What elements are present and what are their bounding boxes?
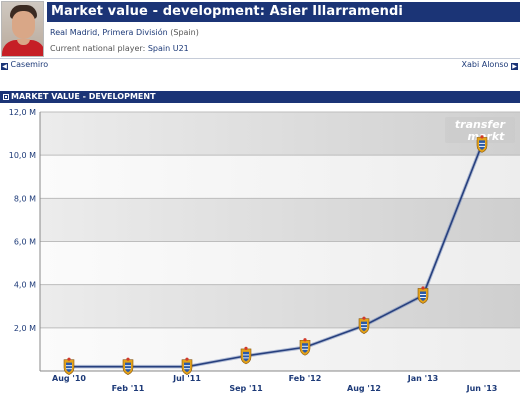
y-tick-label: 12,0 M xyxy=(9,108,36,117)
x-axis: Aug '10 Feb '11 Jul '11 Sep '11 Feb '12 Aug '… xyxy=(52,374,497,393)
club-crest-icon[interactable] xyxy=(122,357,134,376)
league-link[interactable]: Primera División xyxy=(102,28,168,37)
national-label: Current national player: xyxy=(50,44,146,53)
next-player-link[interactable]: Xabi Alonso ▶ xyxy=(461,60,518,70)
x-tick-label: Jun '13 xyxy=(466,384,498,393)
club-crest-icon[interactable] xyxy=(417,286,429,304)
plot-band xyxy=(40,198,520,242)
y-axis: 2,0 M 4,0 M 6,0 M 8,0 M 10,0 M 12,0 M xyxy=(9,108,520,372)
player-nav: ◀ Casemiro Xabi Alonso ▶ xyxy=(0,58,520,70)
club-crest-icon[interactable] xyxy=(299,338,311,356)
series-line xyxy=(69,144,483,368)
section-title: MARKET VALUE - DEVELOPMENT xyxy=(11,92,156,101)
club-crest-icon[interactable] xyxy=(63,357,75,376)
y-tick-label: 4,0 M xyxy=(14,281,36,290)
x-tick-label: Aug '10 xyxy=(52,374,86,383)
plot-band xyxy=(40,241,520,285)
plot-background xyxy=(40,112,520,371)
plot-band xyxy=(40,155,520,199)
previous-player-name: Casemiro xyxy=(10,60,49,69)
club-info: Real Madrid, Primera División (Spain) xyxy=(50,28,199,37)
page-title: Market value - development: Asier Illarr… xyxy=(51,4,403,19)
next-player-name: Xabi Alonso xyxy=(461,60,509,69)
y-tick-label: 6,0 M xyxy=(14,238,36,247)
plot-band xyxy=(40,112,520,156)
series-markers xyxy=(63,135,488,376)
plot-band xyxy=(40,284,520,328)
national-team-link[interactable]: Spain U21 xyxy=(147,44,189,53)
club-crest-icon[interactable] xyxy=(240,346,252,365)
national-info: Current national player: Spain U21 xyxy=(50,44,189,53)
x-tick-label: Aug '12 xyxy=(347,384,381,393)
club-crest-icon[interactable] xyxy=(181,357,193,376)
arrow-right-icon: ▶ xyxy=(511,63,518,70)
title-bar: Market value - development: Asier Illarr… xyxy=(47,2,520,22)
y-tick-label: 8,0 M xyxy=(14,194,36,203)
x-tick-label: Feb '11 xyxy=(112,384,145,393)
club-crest-icon[interactable] xyxy=(476,135,488,153)
y-tick-label: 2,0 M xyxy=(14,324,36,333)
y-tick-label: 10,0 M xyxy=(9,151,36,160)
club-crest-icon[interactable] xyxy=(358,316,370,334)
section-box-icon xyxy=(3,94,9,100)
previous-player-link[interactable]: ◀ Casemiro xyxy=(1,60,48,70)
watermark-line1: transfer xyxy=(455,118,506,131)
club-link[interactable]: Real Madrid xyxy=(50,28,98,37)
section-header: MARKET VALUE - DEVELOPMENT xyxy=(0,91,520,103)
market-value-chart: transfer markt 2,0 M4,0 M6,0 M8,0 M10,0 … xyxy=(9,108,520,393)
x-tick-label: Jan '13 xyxy=(407,374,438,383)
x-tick-label: Jul '11 xyxy=(172,374,201,383)
player-photo xyxy=(1,1,44,57)
x-tick-label: Feb '12 xyxy=(289,374,322,383)
player-header: Market value - development: Asier Illarr… xyxy=(0,0,520,60)
arrow-left-icon: ◀ xyxy=(1,63,8,70)
league-country: (Spain) xyxy=(170,28,199,37)
x-tick-label: Sep '11 xyxy=(229,384,263,393)
series-line xyxy=(69,143,484,369)
